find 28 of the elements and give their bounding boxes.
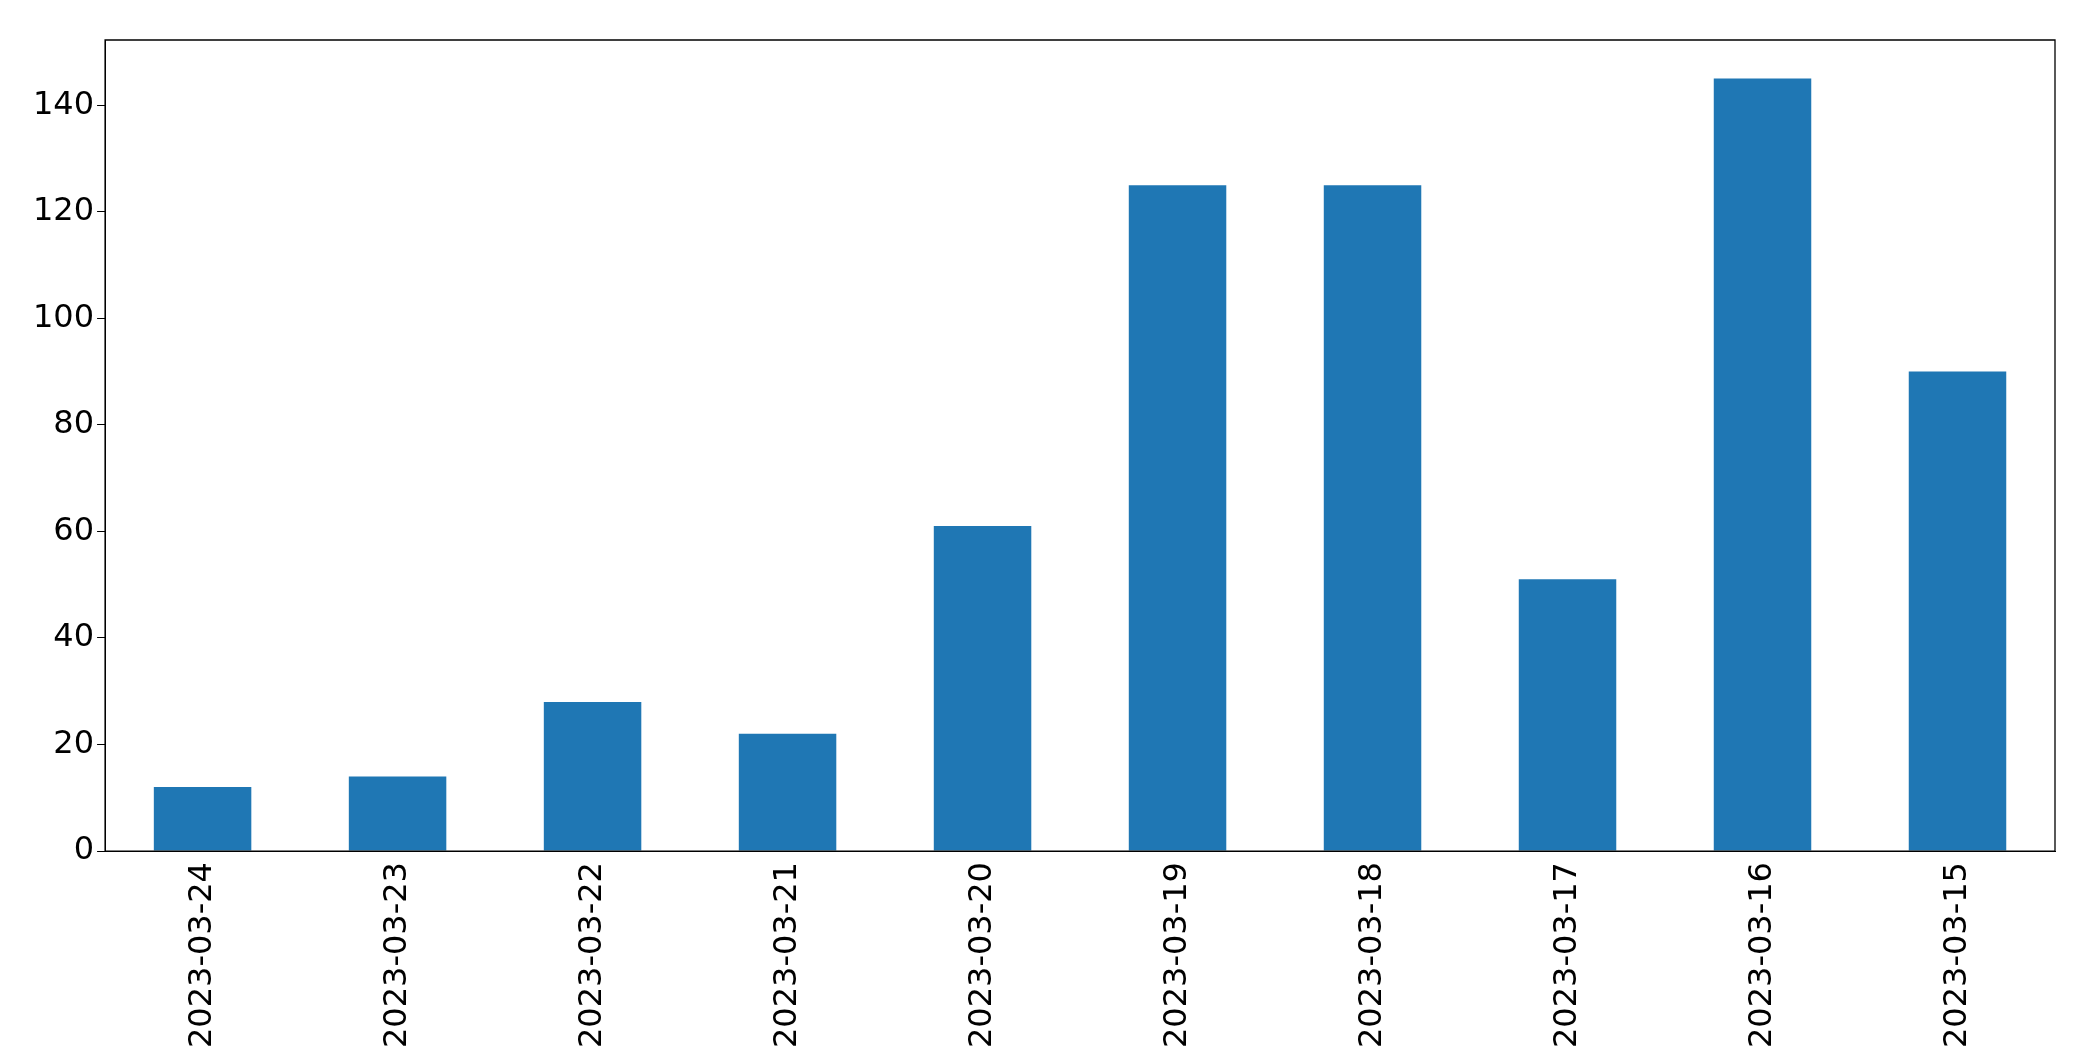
bar [738, 733, 837, 851]
x-tick-label: 2023-03-17 [1545, 862, 1584, 1048]
x-tick-label: 2023-03-23 [375, 862, 414, 1048]
bar [933, 526, 1032, 851]
y-tick-label: 60 [53, 509, 95, 548]
x-tick-label: 2023-03-15 [1935, 862, 1974, 1048]
y-tick-label: 80 [53, 403, 95, 442]
bar [1713, 78, 1812, 851]
y-tick-label: 100 [33, 296, 95, 335]
bar [348, 776, 447, 851]
bar [1128, 185, 1227, 851]
y-tick-label: 20 [53, 722, 95, 761]
y-tick-label: 40 [53, 616, 95, 655]
x-tick-label: 2023-03-19 [1155, 862, 1194, 1048]
x-tick-label: 2023-03-24 [180, 862, 219, 1048]
y-tick-label: 140 [33, 83, 95, 122]
y-tick-label: 120 [33, 190, 95, 229]
x-tick-label: 2023-03-18 [1350, 862, 1389, 1048]
x-tick-label: 2023-03-20 [960, 862, 999, 1048]
bar [1323, 185, 1422, 851]
x-tick-label: 2023-03-16 [1740, 862, 1779, 1048]
bar [1518, 579, 1617, 851]
bar [543, 701, 642, 851]
x-tick-label: 2023-03-21 [765, 862, 804, 1048]
bar [1908, 371, 2007, 851]
bar [153, 787, 252, 851]
x-tick-label: 2023-03-22 [570, 862, 609, 1048]
y-tick-label: 0 [73, 829, 95, 868]
